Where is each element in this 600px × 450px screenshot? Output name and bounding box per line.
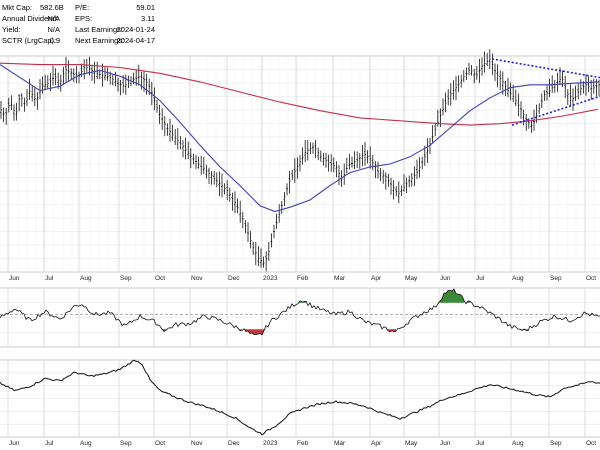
overbought-fill [458,294,460,303]
x-tick-label: Nov [191,275,203,282]
stat-label: Annual Dividend: [2,14,59,23]
x-axis: Jun Jun Jul Jul Aug Aug Sep Sep Oct Oct Nov Nov Dec D… [9,275,596,447]
stat-sctr: SCTR (LrgCap): 0.9 [2,36,60,45]
stat-mkt-cap: Mkt Cap: 582.6B [2,3,64,12]
overbought-fill [460,294,462,303]
overbought-fill [444,293,446,303]
oversold-fill [250,329,252,334]
oversold-fill [256,329,258,335]
stat-label: SCTR (LrgCap): [2,36,57,45]
x-tick-label: Dec [228,275,240,282]
x-tick-label: Oct [586,440,596,447]
trendline-upper [491,58,600,79]
x-tick-label: Aug [512,440,524,447]
x-tick-label: Jun [9,440,20,447]
x-tick-label: 2023 [263,440,278,447]
x-tick-label: Mar [334,440,346,447]
x-tick-label: Aug [512,275,524,282]
x-tick-label: Mar [334,275,346,282]
stat-label: P/E: [75,3,90,12]
stat-label: Last Earnings: [75,25,123,34]
x-tick-label: Jun [9,275,20,282]
relative-panel [0,359,600,436]
stat-value: N/A [47,25,60,34]
x-tick-label: Feb [297,275,309,282]
stat-annual-dividend: Annual Dividend: N/A [2,14,60,23]
stat-last-earnings: Last Earnings: 2024-01-24 [75,25,155,34]
stat-label: Mkt Cap: [2,3,33,12]
x-tick-label: Sep [550,440,562,447]
relative-line [0,359,600,436]
x-tick-label: May [405,440,418,447]
x-tick-label: Jul [45,275,54,282]
x-tick-label: Jun [440,275,451,282]
x-tick-label: May [405,275,418,282]
stat-value: 0.9 [49,36,60,45]
gridlines [0,55,600,438]
price-panel [0,49,600,272]
stat-eps: EPS: 3.11 [75,14,155,23]
oscillator-line [0,288,600,336]
stat-value: 59.01 [136,3,155,12]
x-tick-label: Jun [440,440,451,447]
stat-label: EPS: [75,14,93,23]
stats-panel: Mkt Cap: 582.6B Annual Dividend: N/A Yie… [0,0,600,56]
stat-label: Next Earnings: [75,36,125,45]
x-tick-label: 2023 [263,275,278,282]
x-tick-label: Jul [476,275,485,282]
x-tick-label: Nov [191,440,203,447]
overbought-fill [452,289,454,303]
stat-value: 582.6B [40,3,64,12]
x-tick-label: Aug [80,275,92,282]
x-tick-label: Oct [155,275,165,282]
overbought-fill [456,293,458,303]
stat-value: 2024-04-17 [116,36,155,45]
stat-value: N/A [47,14,60,23]
x-tick-label: Sep [550,275,562,282]
stat-yield: Yield: N/A [2,25,60,34]
x-tick-label: Apr [371,275,382,282]
moving-average-long [0,62,599,126]
x-tick-label: Jul [476,440,485,447]
stat-value: 2024-01-24 [116,25,155,34]
x-tick-label: Oct [586,275,596,282]
x-tick-label: Aug [80,440,92,447]
x-tick-label: Sep [120,275,132,282]
overbought-fill [446,290,448,303]
stat-next-earnings: Next Earnings: 2024-04-17 [75,36,155,45]
x-tick-label: Feb [297,440,309,447]
moving-average-short [0,64,599,213]
x-tick-label: Jul [45,440,54,447]
x-tick-label: Sep [120,440,132,447]
stat-label: Yield: [2,25,21,34]
oversold-fill [258,329,260,335]
oscillator-panel [0,288,600,336]
stat-pe: P/E: 59.01 [75,3,155,12]
oversold-fill [254,329,256,335]
overbought-fill [448,290,450,303]
x-tick-label: Apr [371,440,382,447]
x-tick-label: Dec [228,440,240,447]
x-tick-label: Oct [155,440,165,447]
overbought-fill [450,290,452,303]
trendline-lower [511,95,600,126]
stat-value: 3.11 [140,14,155,23]
overbought-fill [454,289,456,303]
